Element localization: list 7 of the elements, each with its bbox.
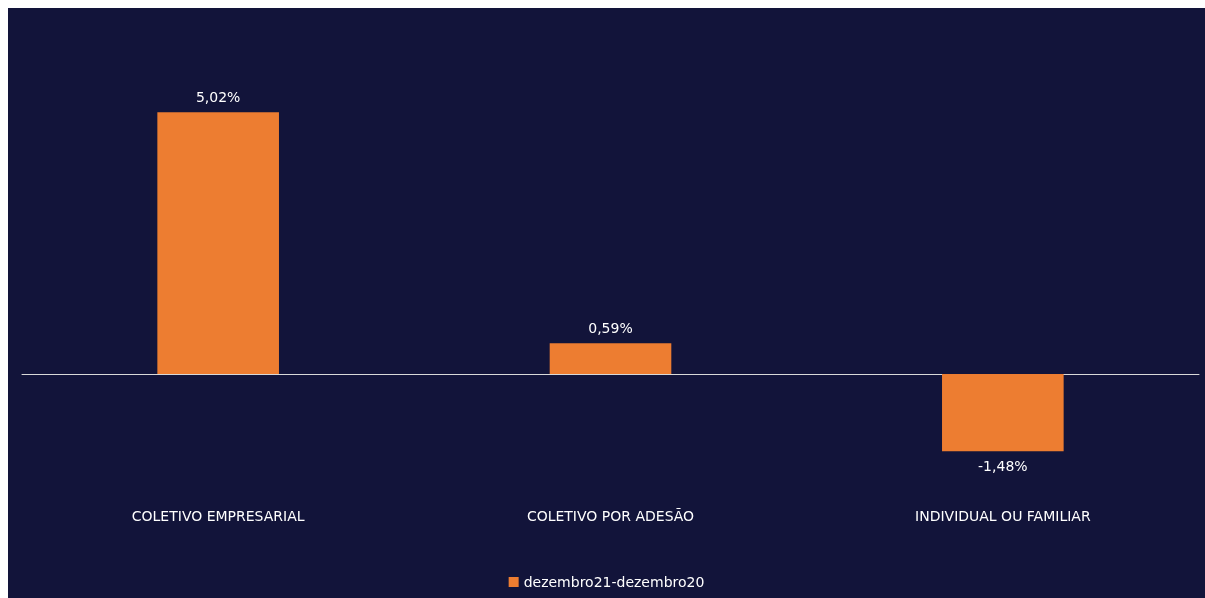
x-tick-label: INDIVIDUAL OU FAMILIAR bbox=[915, 508, 1091, 524]
legend-label: dezembro21-dezembro20 bbox=[523, 574, 705, 590]
data-label: 0,59% bbox=[588, 320, 633, 337]
x-tick-label: COLETIVO EMPRESARIAL bbox=[131, 508, 305, 524]
data-label: -1,48% bbox=[978, 458, 1028, 475]
x-tick-label: COLETIVO POR ADESÃO bbox=[526, 508, 695, 524]
data-label: 5,02% bbox=[195, 89, 241, 106]
